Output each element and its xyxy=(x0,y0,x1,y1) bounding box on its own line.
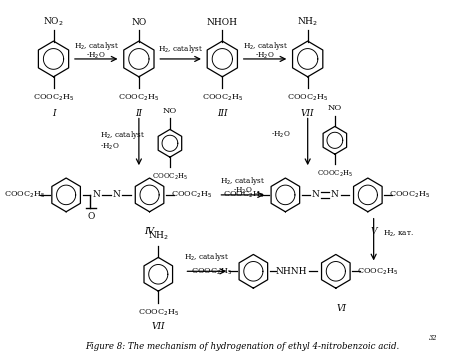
Text: COOC$_2$H$_5$: COOC$_2$H$_5$ xyxy=(137,308,179,318)
Text: O: O xyxy=(88,212,95,221)
Text: COOC$_2$H$_5$: COOC$_2$H$_5$ xyxy=(201,92,243,103)
Text: -H$_2$O: -H$_2$O xyxy=(86,51,106,61)
Text: -H$_2$O: -H$_2$O xyxy=(100,142,120,152)
Text: COOC$_2$H$_5$: COOC$_2$H$_5$ xyxy=(287,92,328,103)
Text: VII: VII xyxy=(301,109,314,118)
Text: -H$_2$O: -H$_2$O xyxy=(255,51,275,61)
Text: H$_2$, catalyst: H$_2$, catalyst xyxy=(243,40,288,52)
Text: H$_2$, catalyst: H$_2$, catalyst xyxy=(220,175,265,187)
Text: COOC$_2$H$_5$: COOC$_2$H$_5$ xyxy=(223,190,264,200)
Text: NO$_2$: NO$_2$ xyxy=(43,16,64,29)
Text: NHNH: NHNH xyxy=(275,267,307,276)
Text: H$_2$, catalyst: H$_2$, catalyst xyxy=(100,129,145,141)
Text: NO: NO xyxy=(131,18,146,27)
Text: COOC$_2$H$_5$: COOC$_2$H$_5$ xyxy=(171,190,212,200)
Text: COOC$_2$H$_5$: COOC$_2$H$_5$ xyxy=(4,190,45,200)
Text: NO: NO xyxy=(328,104,342,111)
Text: V: V xyxy=(370,227,377,236)
Text: H$_2$, кат.: H$_2$, кат. xyxy=(383,228,414,239)
Text: N: N xyxy=(113,190,120,199)
Text: IV: IV xyxy=(145,227,155,236)
Text: -H$_2$O: -H$_2$O xyxy=(271,130,291,140)
Text: COOC$_2$H$_5$: COOC$_2$H$_5$ xyxy=(152,172,188,182)
Text: COOC$_2$H$_5$: COOC$_2$H$_5$ xyxy=(357,266,398,277)
Text: NH$_2$: NH$_2$ xyxy=(148,230,169,242)
Text: N: N xyxy=(311,190,319,199)
Text: NH$_2$: NH$_2$ xyxy=(297,16,319,29)
Text: N: N xyxy=(92,190,100,199)
Text: H$_2$, catalyst: H$_2$, catalyst xyxy=(184,252,229,264)
Text: H$_2$, catalyst: H$_2$, catalyst xyxy=(74,40,118,52)
Text: COOC$_2$H$_5$: COOC$_2$H$_5$ xyxy=(317,169,353,179)
Text: II: II xyxy=(136,109,142,118)
Text: NHOH: NHOH xyxy=(207,18,238,27)
Text: -H$_2$O: -H$_2$O xyxy=(233,186,253,196)
Text: NO: NO xyxy=(163,106,177,114)
Text: VII: VII xyxy=(152,323,165,331)
Text: III: III xyxy=(217,109,228,118)
Text: Figure 8: The mechanism of hydrogenation of ethyl 4-nitrobenzoic acid.: Figure 8: The mechanism of hydrogenation… xyxy=(86,342,400,351)
Text: COOC$_2$H$_5$: COOC$_2$H$_5$ xyxy=(191,266,232,277)
Text: I: I xyxy=(52,109,55,118)
Text: COOC$_2$H$_5$: COOC$_2$H$_5$ xyxy=(389,190,430,200)
Text: 32: 32 xyxy=(428,334,437,342)
Text: H$_2$, catalyst: H$_2$, catalyst xyxy=(158,43,203,55)
Text: COOC$_2$H$_5$: COOC$_2$H$_5$ xyxy=(33,92,74,103)
Text: VI: VI xyxy=(337,303,346,312)
Text: COOC$_2$H$_5$: COOC$_2$H$_5$ xyxy=(118,92,160,103)
Text: N: N xyxy=(331,190,339,199)
